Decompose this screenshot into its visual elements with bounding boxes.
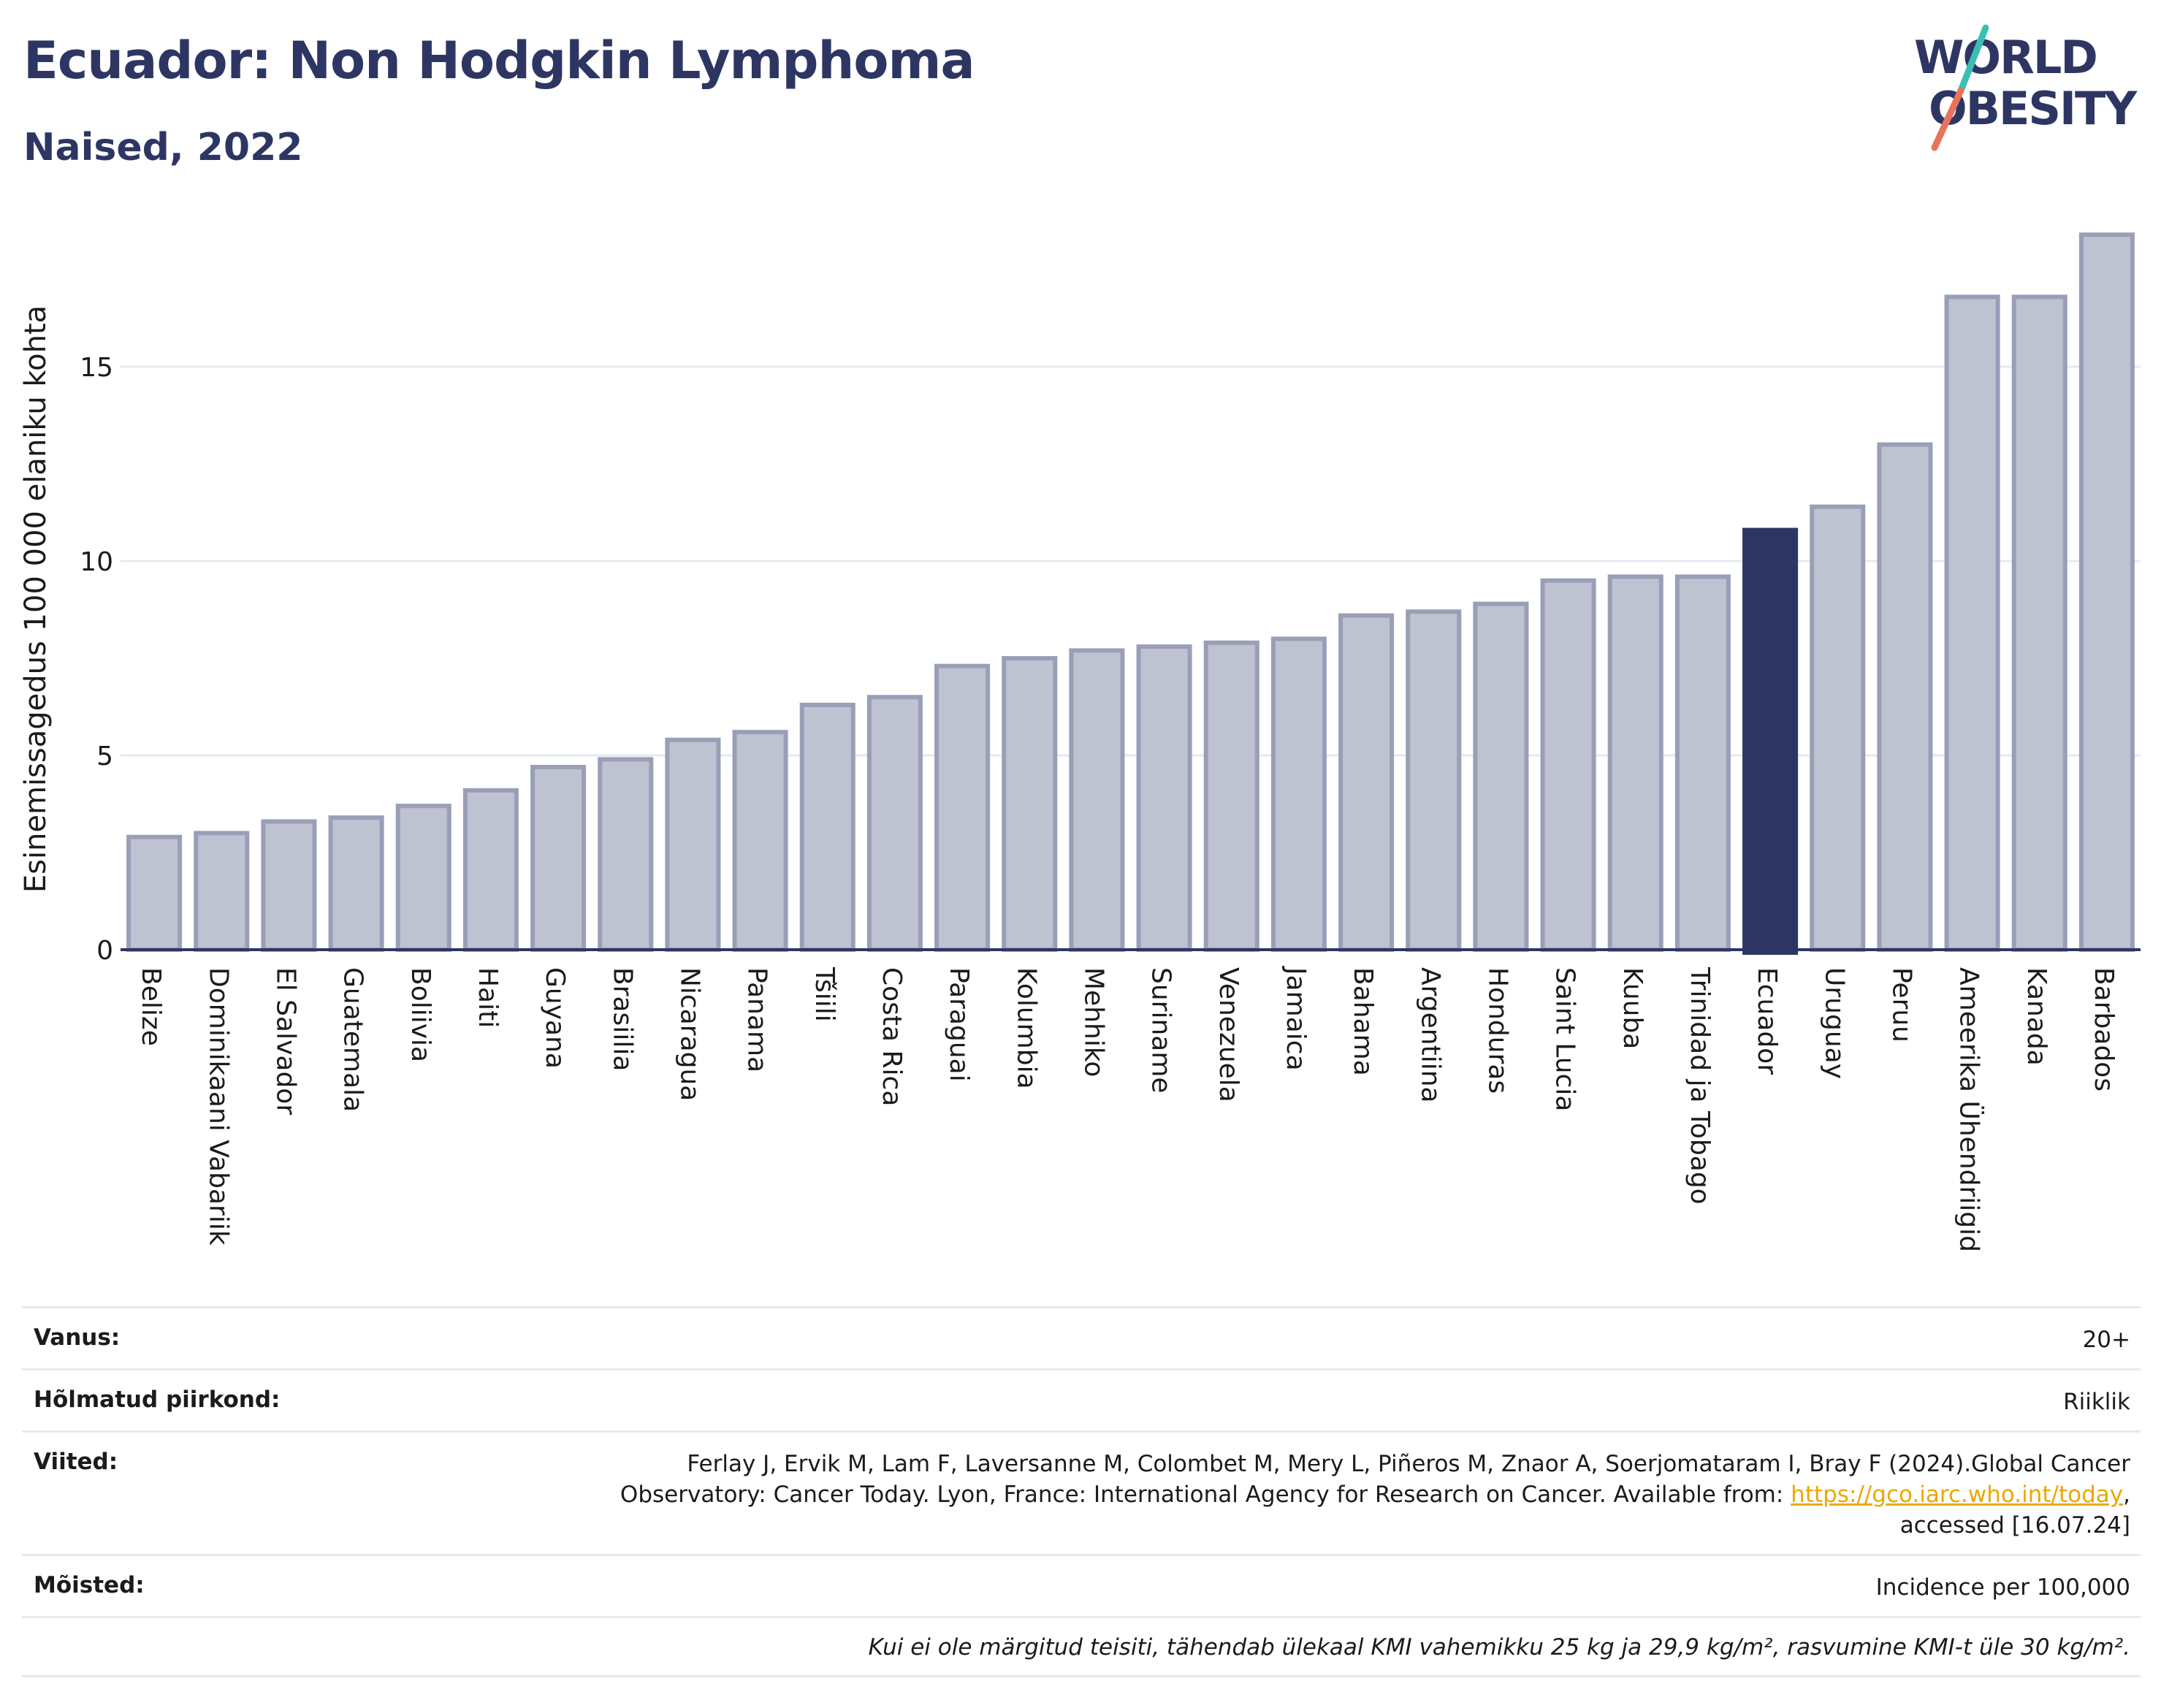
references-text-4: accessed [16.07.24] <box>1899 1512 2130 1539</box>
bar-highlight <box>1742 527 1799 955</box>
x-tick-label: Tšiili <box>809 967 839 1022</box>
world-obesity-logo: WORLD OBESITY <box>1914 24 2139 151</box>
metadata-table: Vanus: 20+ Hõlmatud piirkond: Riiklik Vi… <box>22 1306 2141 1677</box>
x-tick-label: Mehhiko <box>1078 967 1108 1077</box>
bar <box>395 804 451 953</box>
definitions-label: Mõisted: <box>34 1572 145 1598</box>
bar <box>126 834 183 952</box>
logo-line-1: WORLD <box>1914 31 2097 84</box>
bar <box>1136 644 1192 952</box>
bar <box>2078 232 2135 952</box>
bar <box>194 831 250 952</box>
x-tick-label: Kuuba <box>1617 967 1647 1049</box>
bar <box>1674 574 1731 952</box>
logo-slash-top <box>1957 24 1989 94</box>
references-text-2: Observatory: Cancer Today. Lyon, France:… <box>620 1482 1791 1508</box>
references-text-3: , <box>2123 1482 2130 1508</box>
grid-lines <box>121 365 2141 757</box>
x-tick-label: Suriname <box>1146 967 1176 1094</box>
x-tick-label: Honduras <box>1482 967 1512 1094</box>
chart-subtitle: Naised, 2022 <box>23 126 303 169</box>
x-tick-label: Dominikaani Vabariik <box>203 967 233 1246</box>
region-label: Hõlmatud piirkond: <box>34 1387 281 1413</box>
footnote: Kui ei ole märgitud teisiti, tähendab ül… <box>868 1634 2130 1661</box>
y-axis-label: Esinemissagedus 100 000 elaniku kohta <box>19 305 53 893</box>
bar <box>1810 504 1866 952</box>
x-tick-label: Boliivia <box>405 967 435 1062</box>
bar <box>1944 294 2000 952</box>
y-tick-label: 15 <box>80 353 113 383</box>
definitions-value: Incidence per 100,000 <box>1875 1574 2130 1601</box>
meta-row-note: Kui ei ole märgitud teisiti, tähendab ül… <box>22 1616 2141 1677</box>
x-tick-label: Guatemala <box>338 967 368 1112</box>
region-value: Riiklik <box>2063 1389 2130 1415</box>
y-tick-label: 5 <box>96 741 113 771</box>
x-tick-label: Kanada <box>2021 967 2051 1066</box>
bar <box>799 702 855 952</box>
x-tick-label: Ameerika Ühendriigid <box>1954 967 1985 1252</box>
bar <box>1607 574 1663 952</box>
y-tick-labels: 0 5 10 15 <box>80 353 113 966</box>
x-tick-labels: Belize Dominikaani Vabariik El Salvador Gua… <box>136 966 2119 1252</box>
age-label: Vanus: <box>34 1324 121 1351</box>
bar <box>2011 294 2067 952</box>
bar <box>1069 648 1125 952</box>
bar <box>462 788 519 953</box>
references-value: Ferlay J, Ervik M, Lam F, Laversanne M, … <box>620 1449 2130 1541</box>
bar <box>934 663 991 953</box>
meta-row-definitions: Mõisted: Incidence per 100,000 <box>22 1554 2141 1616</box>
x-tick-label: Belize <box>136 967 166 1046</box>
x-tick-label: Costa Rica <box>877 967 907 1106</box>
bar <box>1270 636 1327 952</box>
bar <box>328 815 384 952</box>
bar <box>1406 609 1462 953</box>
x-tick-label: Haiti <box>473 967 503 1028</box>
x-tick-label: Saint Lucia <box>1550 967 1580 1111</box>
bar <box>1473 601 1529 953</box>
age-value: 20+ <box>2082 1327 2130 1353</box>
bar <box>1203 640 1259 952</box>
x-tick-label: Panama <box>742 967 772 1072</box>
x-tick-label: Uruguay <box>1819 967 1849 1079</box>
x-tick-label: El Salvador <box>270 967 300 1115</box>
meta-row-references: Viited: Ferlay J, Ervik M, Lam F, Lavers… <box>22 1430 2141 1554</box>
chart-title: Ecuador: Non Hodgkin Lymphoma <box>23 31 975 91</box>
x-tick-label: Nicaragua <box>674 967 704 1101</box>
references-text-1: Ferlay J, Ervik M, Lam F, Laversanne M, … <box>687 1451 2130 1477</box>
bar <box>866 695 923 952</box>
x-tick-label: Kolumbia <box>1011 967 1041 1089</box>
meta-row-region: Hõlmatud piirkond: Riiklik <box>22 1368 2141 1430</box>
logo-slash-bottom <box>1931 87 1964 151</box>
x-tick-label: Bahama <box>1348 967 1378 1076</box>
bar <box>732 730 788 953</box>
x-tick-label: Venezuela <box>1213 967 1243 1102</box>
bar <box>261 819 317 953</box>
bar <box>1338 613 1395 952</box>
x-tick-label: Guyana <box>540 967 570 1069</box>
meta-row-age: Vanus: 20+ <box>22 1306 2141 1368</box>
x-tick-label: Ecuador <box>1752 967 1782 1075</box>
x-tick-label: Paraguai <box>944 967 974 1082</box>
bar <box>598 757 654 952</box>
references-link[interactable]: https://gco.iarc.who.int/today <box>1791 1482 2124 1508</box>
bar <box>1002 656 1058 952</box>
x-tick-label: Peruu <box>1886 967 1916 1042</box>
references-label: Viited: <box>34 1449 118 1475</box>
bar <box>665 737 721 952</box>
x-tick-label: Barbados <box>2089 967 2119 1091</box>
bar <box>530 765 587 952</box>
x-tick-label: Jamaica <box>1281 966 1311 1071</box>
y-tick-label: 0 <box>96 936 113 966</box>
bar <box>1540 578 1596 952</box>
x-tick-label: Trinidad ja Tobago <box>1685 967 1715 1205</box>
bars <box>126 232 2135 955</box>
x-tick-label: Brasiilia <box>607 967 637 1071</box>
x-tick-label: Argentiina <box>1415 967 1445 1103</box>
bar <box>1877 442 1933 952</box>
bar-chart: 0 5 10 15 Belize Dominikaani Vabariik El Salv… <box>19 232 2141 1252</box>
y-tick-label: 10 <box>80 547 113 577</box>
